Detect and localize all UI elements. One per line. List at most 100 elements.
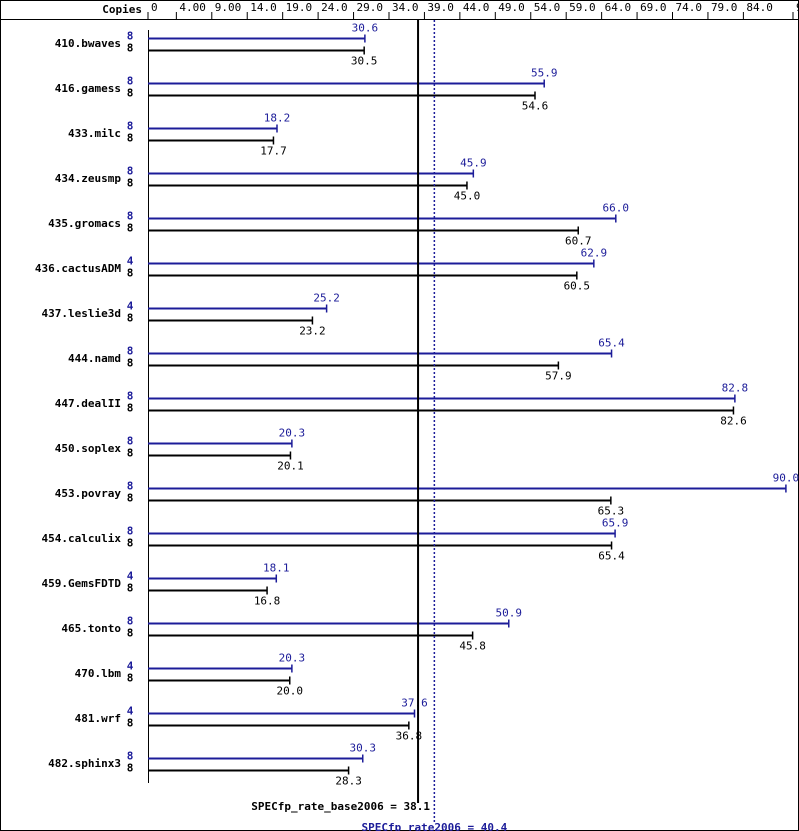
value-label: 18.2 — [264, 112, 291, 125]
copies-label: 8 — [127, 537, 134, 550]
value-label: 20.3 — [279, 652, 306, 665]
benchmark-label: 416.gamess — [55, 82, 121, 95]
value-label: 55.9 — [531, 67, 558, 80]
value-label: 45.0 — [454, 190, 481, 203]
value-label: 60.5 — [564, 280, 591, 293]
reference-label: SPECfp_rate_base2006 = 38.1 — [251, 800, 430, 813]
copies-label: 8 — [127, 582, 134, 595]
x-tick-label: 69.0 — [640, 1, 667, 14]
value-label: 65.9 — [602, 517, 629, 530]
copies-label: 8 — [127, 165, 134, 178]
x-tick-label: 74.0 — [676, 1, 703, 14]
copies-label: 8 — [127, 357, 134, 370]
x-tick-label: 0 — [151, 1, 158, 14]
benchmark-label: 453.povray — [55, 487, 122, 500]
benchmark-label: 459.GemsFDTD — [42, 577, 122, 590]
x-tick-label: 64.0 — [605, 1, 632, 14]
value-label: 17.7 — [260, 145, 287, 158]
value-label: 28.3 — [335, 775, 362, 788]
value-label: 30.3 — [350, 742, 377, 755]
value-label: 16.8 — [254, 595, 281, 608]
x-tick-label: 4.00 — [179, 1, 206, 14]
value-label: 20.0 — [277, 685, 304, 698]
copies-label: 4 — [127, 660, 134, 673]
value-label: 54.6 — [522, 100, 549, 113]
copies-label: 8 — [127, 177, 134, 190]
copies-label: 8 — [127, 120, 134, 133]
x-tick-label: 34.0 — [392, 1, 419, 14]
copies-label: 4 — [127, 255, 134, 268]
x-tick-label: 59.0 — [569, 1, 596, 14]
value-label: 65.4 — [598, 550, 625, 563]
value-label: 25.2 — [313, 292, 340, 305]
value-label: 57.9 — [545, 370, 572, 383]
value-label: 20.1 — [277, 460, 304, 473]
copies-label: 8 — [127, 615, 134, 628]
value-label: 90.0 — [773, 472, 799, 485]
benchmark-label: 435.gromacs — [48, 217, 121, 230]
copies-label: 8 — [127, 717, 134, 730]
benchmark-label: 410.bwaves — [55, 37, 121, 50]
x-tick-label: 54.0 — [534, 1, 561, 14]
copies-label: 8 — [127, 42, 134, 55]
copies-label: 8 — [127, 672, 134, 685]
benchmark-label: 482.sphinx3 — [48, 757, 121, 770]
x-tick-label: 79.0 — [711, 1, 738, 14]
copies-label: 8 — [127, 345, 134, 358]
benchmark-label: 436.cactusADM — [35, 262, 121, 275]
reference-label: SPECfp_rate2006 = 40.4 — [362, 821, 508, 831]
copies-label: 8 — [127, 402, 134, 415]
copies-label: 8 — [127, 750, 134, 763]
value-label: 82.8 — [722, 382, 749, 395]
benchmark-label: 434.zeusmp — [55, 172, 122, 185]
copies-label: 8 — [127, 87, 134, 100]
value-label: 37.6 — [401, 697, 428, 710]
x-tick-label: 24.0 — [321, 1, 348, 14]
copies-label: 4 — [127, 570, 134, 583]
x-tick-label: 84.0 — [746, 1, 773, 14]
copies-label: 8 — [127, 210, 134, 223]
copies-header: Copies — [102, 3, 142, 16]
copies-label: 8 — [127, 222, 134, 235]
x-tick-label: 9.00 — [215, 1, 242, 14]
value-label: 20.3 — [279, 427, 306, 440]
value-label: 65.4 — [598, 337, 625, 350]
value-label: 50.9 — [496, 607, 523, 620]
copies-label: 8 — [127, 390, 134, 403]
copies-label: 8 — [127, 312, 134, 325]
value-label: 65.3 — [598, 505, 625, 518]
copies-label: 8 — [127, 132, 134, 145]
benchmark-label: 447.dealII — [55, 397, 121, 410]
value-label: 23.2 — [299, 325, 326, 338]
value-label: 45.9 — [460, 157, 487, 170]
value-label: 60.7 — [565, 235, 592, 248]
benchmark-label: 465.tonto — [61, 622, 121, 635]
benchmark-label: 433.milc — [68, 127, 121, 140]
copies-label: 4 — [127, 300, 134, 313]
value-label: 62.9 — [581, 247, 608, 260]
copies-label: 8 — [127, 267, 134, 280]
copies-label: 8 — [127, 435, 134, 448]
copies-label: 8 — [127, 75, 134, 88]
value-label: 18.1 — [263, 562, 290, 575]
benchmark-label: 437.leslie3d — [42, 307, 121, 320]
x-tick-label: 44.0 — [463, 1, 490, 14]
value-label: 66.0 — [603, 202, 630, 215]
x-tick-label: 29.0 — [357, 1, 384, 14]
value-label: 30.6 — [352, 22, 379, 35]
copies-label: 8 — [127, 492, 134, 505]
copies-label: 8 — [127, 627, 134, 640]
copies-label: 8 — [127, 762, 134, 775]
copies-label: 8 — [127, 447, 134, 460]
value-label: 36.8 — [396, 730, 423, 743]
copies-label: 8 — [127, 480, 134, 493]
benchmark-label: 481.wrf — [75, 712, 121, 725]
copies-label: 8 — [127, 525, 134, 538]
copies-label: 4 — [127, 705, 134, 718]
value-label: 45.8 — [459, 640, 486, 653]
benchmark-label: 450.soplex — [55, 442, 122, 455]
x-tick-label: 39.0 — [427, 1, 454, 14]
x-tick-label: 19.0 — [286, 1, 313, 14]
